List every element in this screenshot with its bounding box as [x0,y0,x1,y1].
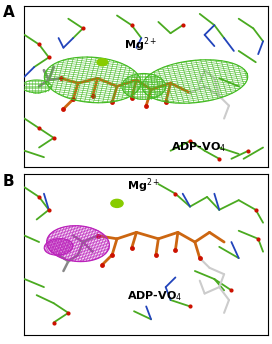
Text: ADP-VO$_4$: ADP-VO$_4$ [127,289,182,303]
Text: ADP-VO$_4$: ADP-VO$_4$ [171,140,226,154]
Text: A: A [3,5,14,20]
Text: Mg$^{2+}$: Mg$^{2+}$ [127,177,160,195]
Circle shape [111,200,123,207]
Text: B: B [3,174,14,189]
Circle shape [97,59,108,66]
Text: Mg$^{2+}$: Mg$^{2+}$ [124,35,157,54]
